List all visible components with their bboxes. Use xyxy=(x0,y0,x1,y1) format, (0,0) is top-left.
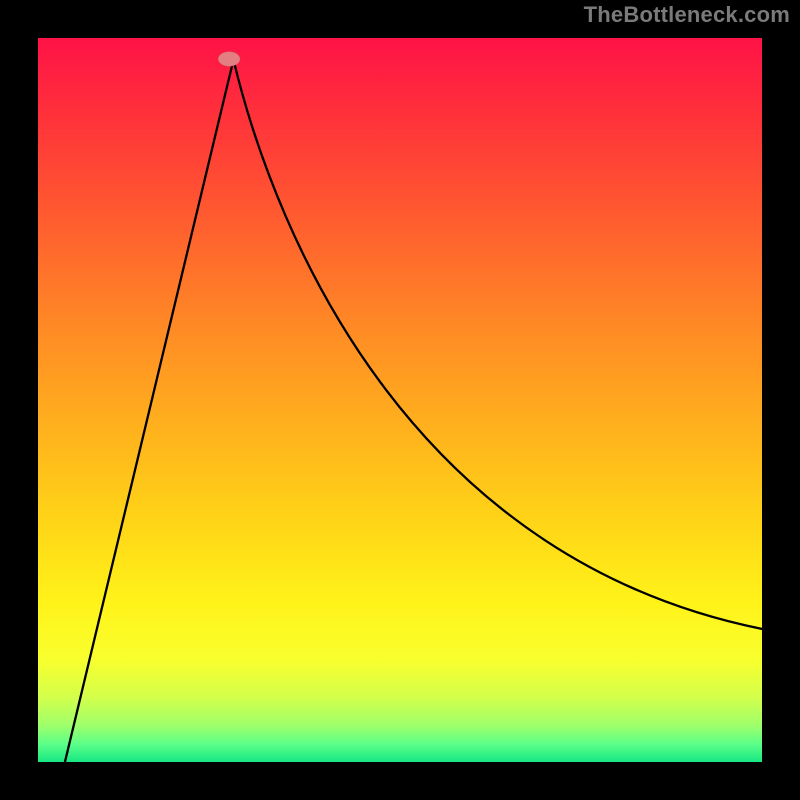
plot-area xyxy=(38,38,762,762)
gradient-background xyxy=(38,38,762,762)
chart-svg xyxy=(38,38,762,762)
optimum-marker xyxy=(218,52,240,66)
watermark-text: TheBottleneck.com xyxy=(584,2,790,28)
